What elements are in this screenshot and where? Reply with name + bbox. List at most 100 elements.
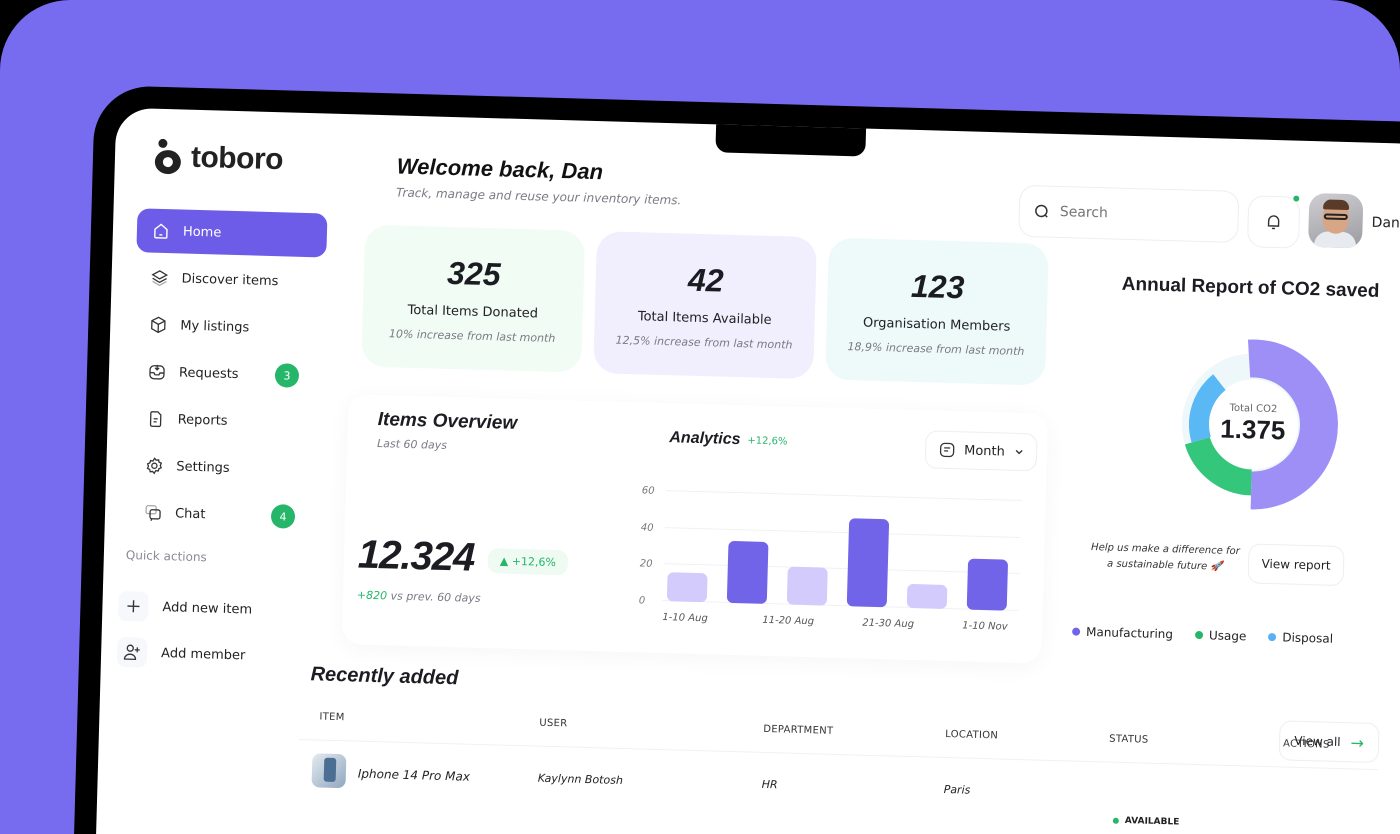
arrow-right-icon: → [1350, 732, 1365, 753]
welcome-header: Welcome back, Dan Track, manage and reus… [396, 153, 683, 207]
app-screen: toboro Home Discover items My listings [92, 107, 1400, 834]
co2-legend: Manufacturing Usage Disposal [1072, 624, 1333, 646]
stat-card-available: 42 Total Items Available 12,5% increase … [593, 231, 818, 380]
user-avatar[interactable] [1307, 192, 1364, 249]
legend-item-manufacturing: Manufacturing [1072, 624, 1173, 641]
period-select[interactable]: Month [924, 430, 1038, 472]
sidebar-item-label: Requests [178, 364, 239, 382]
sidebar-item-my-listings[interactable]: My listings [134, 302, 325, 351]
view-report-button[interactable]: View report [1247, 543, 1345, 587]
sidebar-item-label: Home [182, 224, 222, 241]
column-header-department[interactable]: DEPARTMENT [763, 723, 834, 737]
chart-bar[interactable] [906, 584, 948, 609]
stat-label: Total Items Donated [407, 302, 539, 321]
chart-bar[interactable] [726, 540, 769, 604]
sidebar-item-label: Chat [174, 505, 206, 522]
requests-badge: 3 [274, 363, 300, 388]
grid-line [662, 600, 1019, 611]
search-input[interactable] [1059, 203, 1220, 225]
column-header-user[interactable]: USER [539, 717, 568, 730]
grid-line [665, 490, 1022, 502]
box-icon [151, 316, 166, 334]
home-icon [154, 223, 168, 239]
quick-action-label: Add new item [162, 599, 253, 618]
logo[interactable]: toboro [154, 138, 284, 179]
add-new-item-button[interactable]: Add new item [112, 583, 313, 635]
column-header-item[interactable]: ITEM [319, 711, 345, 724]
chart-bar[interactable] [786, 566, 828, 606]
grid-line [664, 526, 1021, 538]
overview-delta: +820 vs prev. 60 days [357, 589, 481, 605]
donut-segment[interactable] [1184, 436, 1253, 496]
column-header-location[interactable]: LOCATION [945, 728, 999, 742]
sidebar-item-home[interactable]: Home [136, 208, 328, 258]
plus-icon [118, 590, 149, 622]
analytics-change: +12,6% [747, 435, 788, 448]
stat-label: Organisation Members [862, 315, 1011, 335]
notifications-button[interactable] [1246, 193, 1302, 249]
delta-text: vs prev. 60 days [386, 589, 481, 605]
add-user-icon [116, 636, 148, 668]
sidebar-nav: Home Discover items My listings Requests… [128, 208, 328, 542]
grid-line [663, 563, 1020, 575]
y-axis-tick: 0 [638, 595, 646, 607]
layers-icon [151, 270, 169, 287]
x-axis-label: 1-10 Aug [662, 612, 708, 625]
donut-segment[interactable] [1245, 339, 1338, 510]
delta-value: +820 [356, 588, 388, 603]
chart-bar[interactable] [966, 558, 1009, 611]
quick-actions: Add new item Add member [111, 583, 313, 681]
stat-label: Total Items Available [637, 308, 772, 328]
user-name[interactable]: Dan Sm [1371, 214, 1400, 233]
table-divider [298, 738, 1379, 771]
donut-segment[interactable] [1189, 374, 1227, 443]
stat-card-members: 123 Organisation Members 18,9% increase … [825, 237, 1049, 386]
camera-notch [715, 122, 867, 157]
overview-change-pill: ▲ +12,6% [487, 548, 569, 576]
column-header-status[interactable]: STATUS [1108, 733, 1149, 746]
status-dot [1112, 817, 1119, 824]
search-box[interactable] [1018, 184, 1240, 243]
chat-badge: 4 [270, 504, 296, 529]
cell-item: Iphone 14 Pro Max [357, 766, 471, 784]
analytics-title: Analytics [669, 429, 741, 449]
calendar-icon [939, 442, 955, 458]
legend-item-disposal: Disposal [1268, 630, 1333, 646]
items-overview-card: Items Overview Last 60 days 12.324 ▲ +12… [341, 394, 1049, 664]
cell-user: Kaylynn Botosh [537, 771, 624, 788]
chart-bar[interactable] [666, 571, 708, 603]
sidebar-item-chat[interactable]: Chat 4 [128, 490, 319, 539]
column-header-actions[interactable]: ACTIONS [1282, 738, 1330, 751]
x-axis-label: 11-20 Aug [762, 614, 815, 628]
add-member-button[interactable]: Add member [111, 629, 312, 681]
co2-help-text: Help us make a difference for a sustaina… [1090, 541, 1240, 573]
chat-icon [145, 505, 161, 522]
sidebar-item-label: My listings [180, 317, 250, 335]
search-icon [1035, 204, 1048, 218]
legend-item-usage: Usage [1194, 628, 1247, 643]
sidebar-item-requests[interactable]: Requests 3 [132, 349, 323, 398]
item-thumbnail [311, 753, 347, 789]
stat-change: 10% increase from last month [388, 326, 556, 345]
stat-change: 18,9% increase from last month [847, 339, 1025, 358]
sidebar-item-settings[interactable]: Settings [130, 443, 321, 492]
analytics-bar-chart: 0 20 40 60 1-10 Aug 11-20 Aug 21-30 Aug 1-10 No… [638, 480, 1022, 651]
chevron-down-icon [1015, 449, 1023, 455]
stat-value: 42 [687, 261, 725, 299]
stat-value: 123 [910, 267, 965, 305]
quick-actions-label: Quick actions [125, 548, 207, 565]
co2-donut-chart [1181, 339, 1338, 510]
cell-department: HR [761, 777, 778, 792]
co2-title: Annual Report of CO2 saved [1121, 273, 1380, 302]
recently-added-title: Recently added [310, 663, 459, 690]
sidebar-item-label: Reports [177, 411, 228, 429]
sidebar-item-reports[interactable]: Reports [131, 396, 322, 445]
chart-bar[interactable] [846, 518, 890, 608]
sidebar: toboro Home Discover items My listings [93, 108, 346, 834]
laptop-frame: toboro Home Discover items My listings [70, 85, 1400, 834]
sidebar-item-discover-items[interactable]: Discover items [135, 255, 326, 304]
sidebar-item-label: Settings [176, 458, 230, 476]
overview-subtitle: Last 60 days [376, 437, 448, 452]
overview-total: 12.324 [357, 532, 475, 580]
